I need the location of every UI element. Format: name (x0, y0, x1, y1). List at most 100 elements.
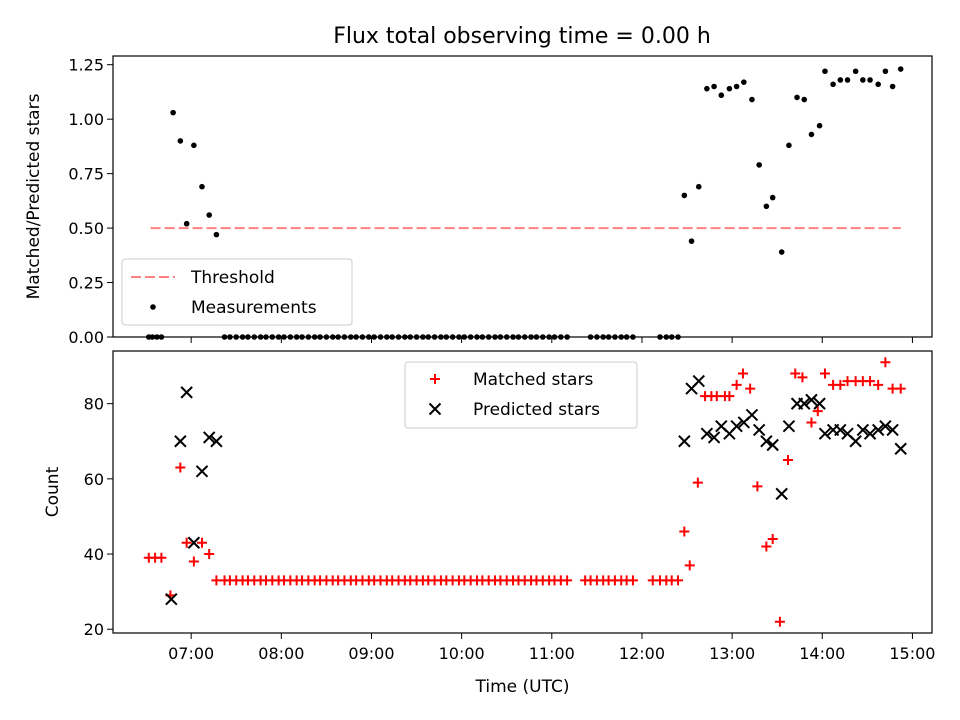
data-point (886, 423, 899, 437)
data-point (170, 109, 176, 116)
y-tick-label: 0.00 (68, 328, 104, 347)
data-point (816, 122, 823, 129)
data-point (786, 142, 792, 149)
data-point (774, 616, 785, 627)
data-point (775, 487, 788, 501)
data-point (745, 383, 756, 394)
x-tick-label: 14:00 (799, 644, 845, 663)
data-point (782, 419, 796, 433)
data-point (213, 231, 220, 238)
legend-box (121, 258, 353, 326)
data-point (195, 465, 209, 478)
x-tick-label: 13:00 (709, 644, 755, 663)
data-point (801, 96, 808, 103)
data-point (180, 386, 193, 399)
data-point (806, 417, 817, 428)
data-point (875, 81, 881, 88)
data-point (678, 435, 691, 448)
data-point (707, 431, 721, 444)
data-point (837, 77, 844, 83)
axes-frame (112, 350, 933, 634)
x-tick-label: 15:00 (889, 644, 935, 663)
data-point (873, 379, 884, 390)
data-point (196, 537, 207, 548)
legend-matched-label: Matched stars (473, 370, 593, 390)
x-tick-label: 10:00 (439, 644, 485, 663)
data-point (834, 423, 847, 437)
data-point (813, 397, 826, 410)
legend-threshold-label: Threshold (190, 268, 275, 288)
data-point (726, 85, 733, 92)
legend-predicted-swatch (428, 402, 442, 416)
legend: Threshold Measurements (121, 258, 353, 326)
top-panel: 0.00 0.25 0.50 0.75 1.00 1.25 Matched/Predicte… (24, 55, 933, 347)
data-point (767, 534, 778, 544)
y-tick-label: 0.50 (68, 219, 104, 238)
series-predicted-stars (165, 374, 907, 606)
data-point (188, 556, 199, 567)
chart-title: Flux total observing time = 0.00 h (333, 24, 711, 49)
data-point (692, 477, 703, 488)
data-point (562, 575, 573, 586)
data-point (763, 203, 770, 210)
data-point (183, 220, 190, 227)
y-tick-label: 0.25 (68, 274, 104, 293)
data-point (863, 427, 877, 440)
data-point (778, 249, 785, 255)
data-point (897, 66, 904, 72)
x-tick-label: 08:00 (258, 644, 304, 663)
data-point (865, 376, 876, 387)
legend-predicted-label: Predicted stars (473, 400, 600, 420)
y-tick-label: 60 (84, 470, 104, 489)
data-point (849, 435, 862, 448)
data-point (627, 575, 638, 586)
x-tick-label: 12:00 (619, 644, 665, 663)
data-point (741, 79, 747, 85)
data-point (805, 393, 818, 407)
series-matched-stars (143, 357, 906, 627)
data-point (202, 431, 216, 444)
data-point (752, 423, 766, 437)
data-point (204, 549, 215, 560)
data-point (871, 423, 885, 437)
data-point (181, 537, 192, 548)
data-point (761, 541, 772, 552)
data-point (191, 142, 197, 149)
data-point (822, 68, 828, 75)
data-point (733, 83, 740, 90)
data-point (718, 92, 725, 99)
axes-frame (112, 55, 933, 338)
data-point (673, 575, 684, 586)
data-point (808, 131, 815, 138)
data-point (745, 408, 759, 422)
legend-measurements-swatch (150, 304, 156, 310)
data-point (737, 368, 748, 379)
legend-measurements-label: Measurements (191, 298, 317, 318)
data-point (894, 442, 907, 455)
data-point (177, 138, 184, 144)
data-point (867, 77, 873, 83)
data-point (756, 162, 762, 168)
data-point (819, 368, 830, 379)
data-point (812, 406, 823, 417)
y-axis-label: Matched/Predicted stars (24, 93, 44, 299)
x-tick-label: 07:00 (168, 644, 214, 663)
x-tick-label: 11:00 (529, 644, 575, 663)
data-point (175, 462, 186, 473)
data-point (766, 438, 779, 452)
data-point (830, 81, 836, 88)
data-point (790, 368, 801, 379)
data-point (187, 536, 201, 549)
data-point (880, 357, 891, 368)
legend: Matched stars Predicted stars (404, 361, 638, 429)
y-tick-label: 0.75 (68, 165, 104, 184)
data-point (895, 383, 906, 394)
data-point (165, 592, 178, 606)
data-point (700, 427, 714, 440)
data-point (174, 435, 187, 448)
data-point (852, 68, 859, 75)
legend-matched-swatch (430, 374, 440, 384)
data-point (730, 419, 743, 433)
